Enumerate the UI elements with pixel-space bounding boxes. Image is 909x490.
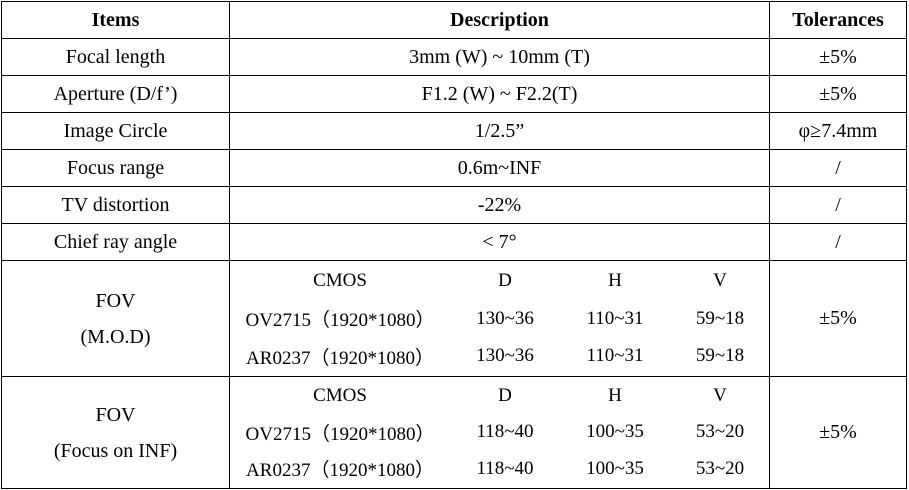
cell: Chief ray angle: [1, 223, 230, 261]
cell: Image Circle: [1, 112, 230, 150]
fov-row: FOV (Focus on INF) CMOS D H V OV2715（1920*1080…: [1, 376, 907, 489]
header-cell: Description: [229, 1, 770, 39]
sub-header-cell: V: [713, 269, 727, 291]
fov-description: CMOS D H V OV2715（1920*1080） 118~40 100~35 53~2…: [229, 376, 770, 489]
sub-header-row: CMOS D H V: [230, 262, 770, 300]
sub-cell: 53~20: [695, 421, 745, 443]
sub-header-cell: H: [608, 385, 622, 407]
item-line: (Focus on INF): [53, 439, 178, 462]
sub-cell: 100~35: [586, 421, 644, 443]
cell: < 7°: [229, 223, 770, 261]
sub-cell: OV2715（1920*1080）: [245, 310, 435, 331]
header-row: Items Description Tolerances: [1, 1, 907, 39]
fov-subtable: CMOS D H V OV2715（1920*1080） 118~40 100~35 53~2…: [230, 378, 770, 487]
fov-description: CMOS D H V OV2715（1920*1080） 130~36 110~31 59~1…: [229, 260, 770, 377]
cell: Focus range: [1, 149, 230, 187]
row: Chief ray angle < 7° /: [1, 223, 907, 261]
sub-cell: 110~31: [586, 307, 644, 329]
fov-item: FOV (Focus on INF): [1, 376, 230, 489]
cell: φ≥7.4mm: [769, 112, 907, 150]
cell: /: [769, 223, 907, 261]
sub-cell: 59~18: [695, 307, 745, 329]
sub-cell: 130~36: [476, 307, 534, 329]
sub-cell: 59~18: [695, 345, 745, 367]
header-cell: Tolerances: [769, 1, 907, 39]
cell: -22%: [229, 186, 770, 224]
sub-row: AR0237（1920*1080） 118~40 100~35 53~20: [230, 451, 770, 487]
cell: /: [769, 186, 907, 224]
cell: 3mm (W) ~ 10mm (T): [229, 38, 770, 76]
sub-cell: 130~36: [476, 345, 534, 367]
item-line: FOV: [95, 289, 136, 312]
row: Aperture (D/f’) F1.2 (W) ~ F2.2(T) ±5%: [1, 75, 907, 113]
fov-tolerance: ±5%: [769, 260, 907, 377]
fov-row: FOV (M.O.D) CMOS D H V OV2715（1920*1080） 130~36…: [1, 260, 907, 377]
fov-tolerance: ±5%: [769, 376, 907, 489]
sub-row: OV2715（1920*1080） 118~40 100~35 53~20: [230, 414, 770, 450]
item-line: FOV: [95, 403, 136, 426]
cell: 1/2.5”: [229, 112, 770, 150]
sub-row: OV2715（1920*1080） 130~36 110~31 59~18: [230, 300, 770, 338]
table-body: Focal length 3mm (W) ~ 10mm (T) ±5% Apertur…: [1, 38, 907, 489]
sub-cell: OV2715（1920*1080）: [245, 423, 435, 445]
sub-header-cell: CMOS: [313, 385, 367, 407]
cell: TV distortion: [1, 186, 230, 224]
cell: F1.2 (W) ~ F2.2(T): [229, 75, 770, 113]
row: TV distortion -22% /: [1, 186, 907, 224]
cell: Focal length: [1, 38, 230, 76]
sub-header-cell: V: [713, 385, 727, 407]
fov-subtable: CMOS D H V OV2715（1920*1080） 130~36 110~31 59~1…: [230, 262, 770, 375]
sub-row: AR0237（1920*1080） 130~36 110~31 59~18: [230, 337, 770, 375]
sub-header-cell: CMOS: [313, 269, 367, 291]
cell: Aperture (D/f’): [1, 75, 230, 113]
sub-cell: AR0237（1920*1080）: [246, 347, 434, 369]
fov-item: FOV (M.O.D): [1, 260, 230, 377]
sub-header-cell: D: [498, 269, 512, 291]
sub-cell: 118~40: [476, 457, 534, 479]
sub-cell: 118~40: [476, 421, 534, 443]
sub-cell: 100~35: [586, 457, 644, 479]
sub-cell: 53~20: [695, 457, 745, 479]
row: Image Circle 1/2.5” φ≥7.4mm: [1, 112, 907, 150]
row: Focus range 0.6m~INF /: [1, 149, 907, 187]
row: Focal length 3mm (W) ~ 10mm (T) ±5%: [1, 38, 907, 76]
header-cell: Items: [1, 1, 230, 39]
sub-cell: AR0237（1920*1080）: [246, 460, 434, 482]
sub-header-cell: D: [498, 385, 512, 407]
sub-cell: 110~31: [586, 345, 644, 367]
cell: ±5%: [769, 75, 907, 113]
cell: 0.6m~INF: [229, 149, 770, 187]
cell: /: [769, 149, 907, 187]
item-line: (M.O.D): [80, 325, 151, 348]
sub-header-row: CMOS D H V: [230, 378, 770, 414]
cell: ±5%: [769, 38, 907, 76]
sub-header-cell: H: [608, 269, 622, 291]
